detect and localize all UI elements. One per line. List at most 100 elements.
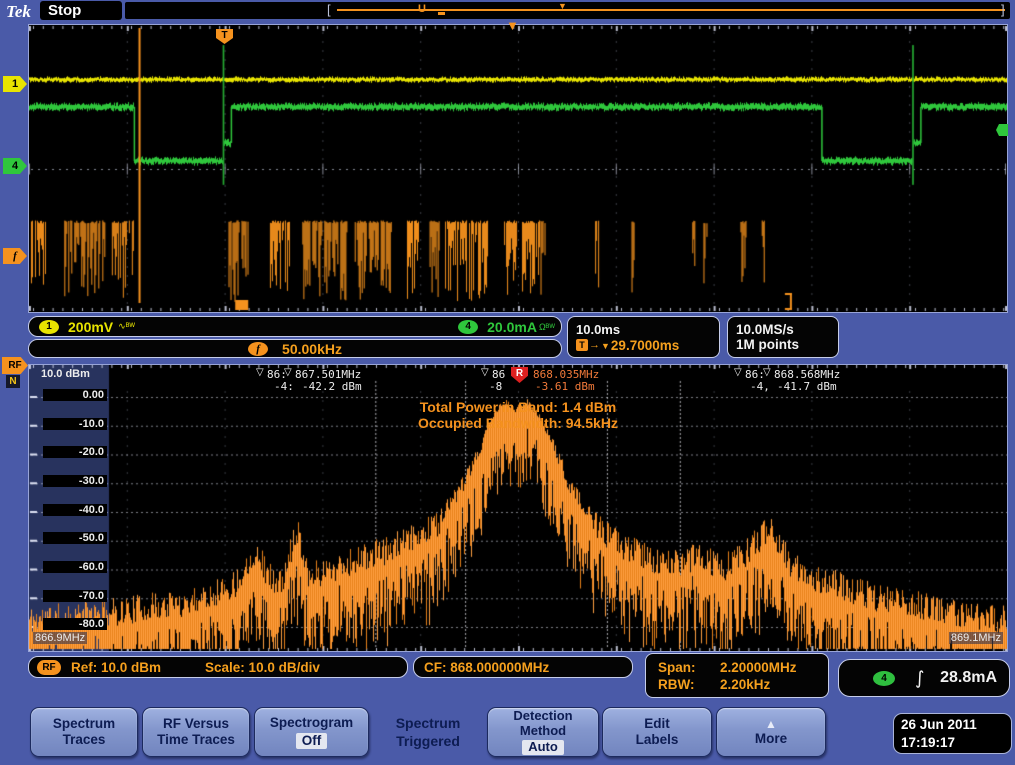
button-label: Time Traces: [157, 732, 235, 747]
ch4-trigger-level-icon[interactable]: [996, 124, 1008, 136]
y-tick-7: -70.0: [43, 590, 107, 602]
y-tick-8: -80.0: [43, 618, 107, 630]
rf-scale-readout-box: f 50.00kHz: [28, 339, 562, 358]
obw-annotation: Occupied Bandwidth: 94.5kHz: [418, 415, 618, 431]
button-label: Edit: [644, 715, 670, 731]
reference-marker-badge[interactable]: R: [511, 367, 528, 383]
marker-right-amp: -41.7 dBm: [777, 380, 837, 393]
rf-f-readout-badge: f: [248, 341, 269, 356]
spectrogram-button[interactable]: Spectrogram Off: [254, 707, 369, 757]
record-overview-bar[interactable]: [ U ▼ ]: [125, 1, 1010, 19]
marker-ref-freq: 868.035MHz: [533, 368, 600, 381]
rf-channel-badge-label: RF: [8, 360, 22, 371]
marker-center-occluded-amp: -8: [489, 380, 503, 393]
spectrum-graticule: 10.0 dBm 0.00 -10.0 -20.0 -30.0 -40.0 -5…: [28, 364, 1008, 652]
detection-method-value: Auto: [522, 739, 564, 755]
rf-readout-badge: RF: [37, 659, 61, 675]
view-bracket-right-icon: ]: [1001, 2, 1005, 17]
center-frequency-readout-box: CF: 868.000000MHz: [413, 656, 633, 678]
marker-icon: ▽: [763, 367, 771, 378]
y-tick-5: -50.0: [43, 532, 107, 544]
rf-trigger-mode-label: N: [9, 376, 17, 387]
button-label: Labels: [635, 732, 679, 747]
acquisition-readout-box: 10.0MS/s 1M points: [727, 316, 839, 358]
expansion-point-triangle-icon: ▼: [506, 18, 519, 33]
trigger-source-badge: 4: [873, 670, 895, 686]
acquisition-status: Stop: [48, 2, 82, 19]
marker-left-freq: 867.501MHz: [295, 368, 362, 381]
ch4-position-badge[interactable]: 4: [3, 158, 27, 174]
up-arrow-icon: ▲: [765, 716, 777, 731]
vertical-readout-box: 1 200mV ∿ᴮᵂ 4 20.0mA Ωᴮᵂ: [28, 316, 562, 337]
edit-labels-button[interactable]: Edit Labels: [602, 707, 712, 757]
marker-icon: ▽: [481, 367, 489, 378]
more-button[interactable]: ▲ More: [716, 707, 826, 757]
trigger-readout-box: 4 ∫ 28.8mA: [838, 659, 1010, 697]
ref-level-label: 10.0 dBm: [41, 368, 90, 380]
spectrogram-value: Off: [295, 732, 328, 749]
ch1-scale: 200mV: [68, 318, 114, 335]
overview-tick-icon: [438, 12, 445, 15]
trigger-position-badge[interactable]: T: [216, 29, 233, 44]
marker-left-amp: -42.2 dBm: [302, 380, 362, 393]
center-frequency: CF: 868.000000MHz: [424, 659, 550, 675]
trigger-position-label: T: [221, 29, 228, 41]
trigger-level-value: 28.8mA: [940, 669, 997, 686]
rf-versus-time-traces-button[interactable]: RF Versus Time Traces: [142, 707, 250, 757]
y-tick-4: -40.0: [43, 504, 107, 516]
span-label: Span:: [658, 659, 696, 675]
mode-label-line: Triggered: [396, 733, 460, 750]
button-label: More: [754, 731, 788, 747]
rf-f-scale: 50.00kHz: [282, 340, 342, 357]
y-tick-0: 0.00: [43, 389, 107, 401]
freq-axis-left-label: 866.9MHz: [33, 632, 88, 644]
rf-scale: Scale: 10.0 dB/div: [205, 659, 320, 675]
button-label: Method: [519, 723, 567, 739]
spectrum-triggered-label: Spectrum Triggered: [372, 714, 484, 750]
sample-rate: 10.0MS/s: [736, 322, 794, 337]
marker-right-occluded-freq: 86:: [745, 368, 765, 381]
ch4-badge-label: 4: [11, 160, 19, 172]
ch1-position-badge[interactable]: 1: [3, 76, 27, 92]
detection-method-button[interactable]: Detection Method Auto: [487, 707, 599, 757]
span-rbw-readout-box: Span: 2.20000MHz RBW: 2.20kHz: [645, 653, 829, 698]
marker-icon: ▽: [284, 367, 292, 378]
rf-channel-badge[interactable]: RF: [2, 357, 28, 374]
view-bracket-left-icon: [: [327, 2, 331, 17]
record-line: [337, 9, 1005, 11]
rf-f-position-badge[interactable]: f: [3, 248, 27, 264]
rising-edge-icon: ∫: [915, 667, 925, 689]
freq-axis-right-label: 869.1MHz: [948, 632, 1003, 644]
ch1-coupling-icons: ∿ᴮᵂ: [118, 321, 136, 331]
record-length: 1M points: [736, 337, 799, 352]
button-label: Spectrum: [52, 715, 116, 731]
arrow-right-icon: →: [589, 339, 600, 351]
ch1-readout-badge: 1: [39, 319, 59, 334]
time-domain-traces: [29, 25, 1007, 312]
expansion-point-icon: U: [418, 3, 426, 15]
ch4-scale: 20.0mA: [487, 318, 537, 335]
ch4-coupling-icons: Ωᴮᵂ: [538, 321, 555, 332]
marker-icon: ▽: [256, 367, 264, 378]
y-tick-1: -10.0: [43, 418, 107, 430]
y-tick-6: -60.0: [43, 561, 107, 573]
ch4-readout-badge: 4: [458, 319, 479, 334]
marker-left-occluded-freq: 86:: [267, 368, 287, 381]
button-label: RF Versus: [162, 715, 230, 731]
marker-left-occluded-amp: -4:: [274, 380, 294, 393]
delay-triangle-icon: ▼: [601, 340, 610, 351]
marker-right-occluded-amp: -4,: [750, 380, 770, 393]
ch1-badge-label: 1: [11, 78, 19, 90]
span-value: 2.20000MHz: [720, 659, 797, 675]
rf-settings-readout-box: RF Ref: 10.0 dBm Scale: 10.0 dB/div: [28, 656, 408, 678]
button-label: Traces: [62, 732, 106, 747]
marker-right-freq: 868.568MHz: [774, 368, 841, 381]
tek-logo: Tek: [6, 2, 31, 21]
spectrum-traces-button[interactable]: Spectrum Traces: [30, 707, 138, 757]
acquisition-status-box: Stop: [40, 1, 122, 20]
time-domain-graticule: T ▼: [28, 18, 1008, 313]
horizontal-readout-box: 10.0ms T → ▼ 29.7000ms: [567, 316, 720, 358]
marker-center-occluded-freq: 86: [492, 368, 506, 381]
time-value: 17:19:17: [901, 735, 956, 751]
